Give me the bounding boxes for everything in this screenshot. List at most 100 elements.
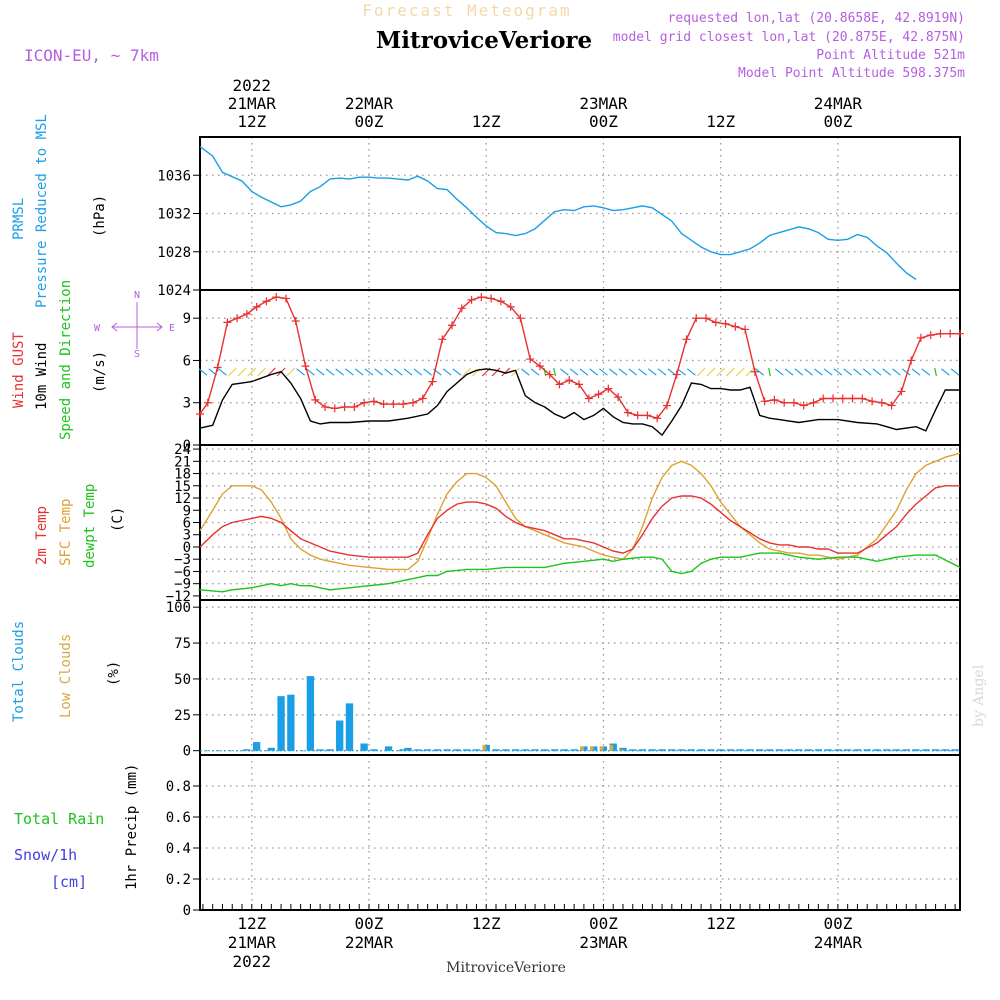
total-cloud-bar [492,749,500,751]
supertitle: Forecast Meteogram [362,1,571,20]
wind-arrow-icon [911,368,921,376]
pressure-ytick-label: 1036 [157,168,191,184]
wind-label-3: Speed and Direction [58,280,74,440]
wind-arrow-icon [813,368,823,376]
total-cloud-bar [472,749,481,751]
wind-gust-marker [653,414,662,423]
temp-ytick-label: 9 [183,503,191,519]
wind-arrow-icon [354,368,364,376]
wind-label-1: Wind GUST [11,332,27,408]
total-cloud-bar [756,749,764,751]
total-cloud-bar [843,749,852,751]
total-cloud-bar [541,749,549,751]
total-cloud-bar [717,749,725,751]
wind-arrow-icon [872,368,882,376]
total-cloud-bar [531,749,539,751]
wind-arrow-icon [716,367,726,377]
temp-ytick-label: 0 [183,540,191,556]
compass-n: N [134,290,140,301]
wind-gust-marker [321,402,330,411]
wind-arrow-icon [901,368,911,376]
bottom-time-label: 12Z [472,914,501,933]
wind-panel: 0 3 6 9 [183,289,961,454]
total-cloud-bar [931,749,940,751]
temp-ytick-label: 18 [174,467,191,483]
top-time-label: 00Z [589,112,618,131]
wind-gust-marker [369,397,378,406]
wind-gust-marker [916,333,925,342]
wind-gust-marker [213,363,222,372]
wind-arrow-icon [657,368,667,376]
total-cloud-bar [726,749,735,751]
station-title: MitroviceVeriore [376,27,592,54]
wind-arrow-icon [940,368,950,376]
pressure-line [199,146,917,281]
wind-gust-marker [789,398,798,407]
low-cloud-bar [609,744,614,751]
precip-ylabel: 1hr Precip (mm) [124,764,140,890]
wind-gust-marker [477,293,486,302]
total-cloud-bar [824,749,832,751]
total-cloud-bar [252,742,261,751]
wind-gust-marker [907,356,916,365]
wind-arrow-icon [784,368,794,376]
total-cloud-bar [883,749,891,751]
wind-gust-marker [662,401,671,410]
model-label: ICON-EU, ~ 7km [24,46,159,65]
temp-ytick-label: 3 [183,528,191,544]
wind-arrow-icon [608,368,618,376]
total-cloud-bar [550,749,559,751]
pressure-panel: 1024 1028 1032 1036 [157,136,961,299]
wind-unit: (m/s) [92,351,108,393]
wind-arrow-icon [501,367,511,377]
wind-arrow-icon [706,367,716,377]
wind-arrow-icon [335,368,345,376]
total-cloud-bar [521,749,529,751]
total-cloud-bar [814,749,823,751]
total-cloud-bar [404,747,412,751]
total-cloud-bar [697,749,705,751]
top-date-label: 24MAR [814,94,863,113]
wind-gust-marker [272,293,281,302]
wind-gust-marker [799,401,808,410]
clouds-ytick-label: 75 [174,636,191,652]
low-cloud-bar [580,746,584,751]
wind-gust-marker [575,380,584,389]
total-cloud-bar [326,749,334,751]
wind-gust-marker [887,401,896,410]
pressure-ytick-label: 1032 [157,207,191,223]
total-cloud-bar [912,749,920,751]
wind-gust-marker [389,400,398,409]
wind-arrow-icon [647,368,657,376]
wind-gust-marker [809,398,818,407]
top-time-label: 00Z [823,112,852,131]
wind-gust-marker [330,404,339,413]
wind-gust-marker [936,329,945,338]
closest-coords: model grid closest lon,lat (20.875E, 42.… [613,30,965,45]
wind-arrow-icon [677,368,686,376]
total-cloud-bar [384,746,393,751]
wind-gust-marker [897,387,906,396]
wind-gust-marker [535,362,544,371]
low-cloud-bar [590,746,594,751]
wind-gust-marker [223,318,232,327]
wind-gust-marker [829,394,838,403]
total-cloud-bar [677,749,686,751]
total-cloud-bar [629,749,637,751]
wind-arrow-icon [374,368,384,376]
wind-gust-marker [956,329,964,338]
bottom-time-label: 12Z [237,914,266,933]
wind-gust-marker [838,394,847,403]
wind-arrow-icon [559,368,569,376]
total-cloud-bar [511,749,520,751]
cloud-label-2: Low Clouds [58,634,74,718]
total-cloud-bar [360,743,368,751]
pressure-ytick-label: 1024 [157,283,191,299]
total-cloud-bar [277,696,285,751]
wind-gust-marker [408,398,417,407]
cloud-label-1: Total Clouds [11,621,27,722]
wind-10m-line [199,368,960,437]
top-date-label: 23MAR [579,94,628,113]
